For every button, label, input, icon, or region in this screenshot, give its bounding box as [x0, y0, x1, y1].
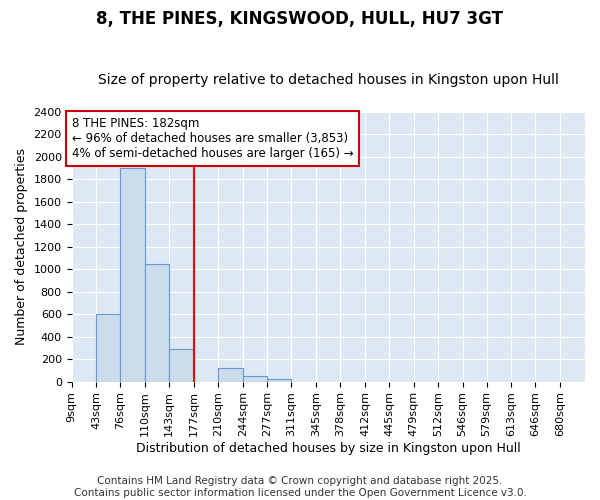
Text: Contains HM Land Registry data © Crown copyright and database right 2025.
Contai: Contains HM Land Registry data © Crown c…	[74, 476, 526, 498]
Bar	[169, 349, 194, 382]
Y-axis label: Number of detached properties: Number of detached properties	[15, 148, 28, 345]
Text: 8, THE PINES, KINGSWOOD, HULL, HU7 3GT: 8, THE PINES, KINGSWOOD, HULL, HU7 3GT	[97, 10, 503, 28]
Bar	[267, 380, 292, 382]
Title: Size of property relative to detached houses in Kingston upon Hull: Size of property relative to detached ho…	[98, 73, 559, 87]
Bar	[96, 314, 121, 382]
Bar	[145, 264, 169, 382]
Bar	[242, 376, 267, 382]
Bar	[121, 168, 145, 382]
Bar	[218, 368, 242, 382]
Text: 8 THE PINES: 182sqm
← 96% of detached houses are smaller (3,853)
4% of semi-deta: 8 THE PINES: 182sqm ← 96% of detached ho…	[71, 118, 353, 160]
X-axis label: Distribution of detached houses by size in Kingston upon Hull: Distribution of detached houses by size …	[136, 442, 521, 455]
